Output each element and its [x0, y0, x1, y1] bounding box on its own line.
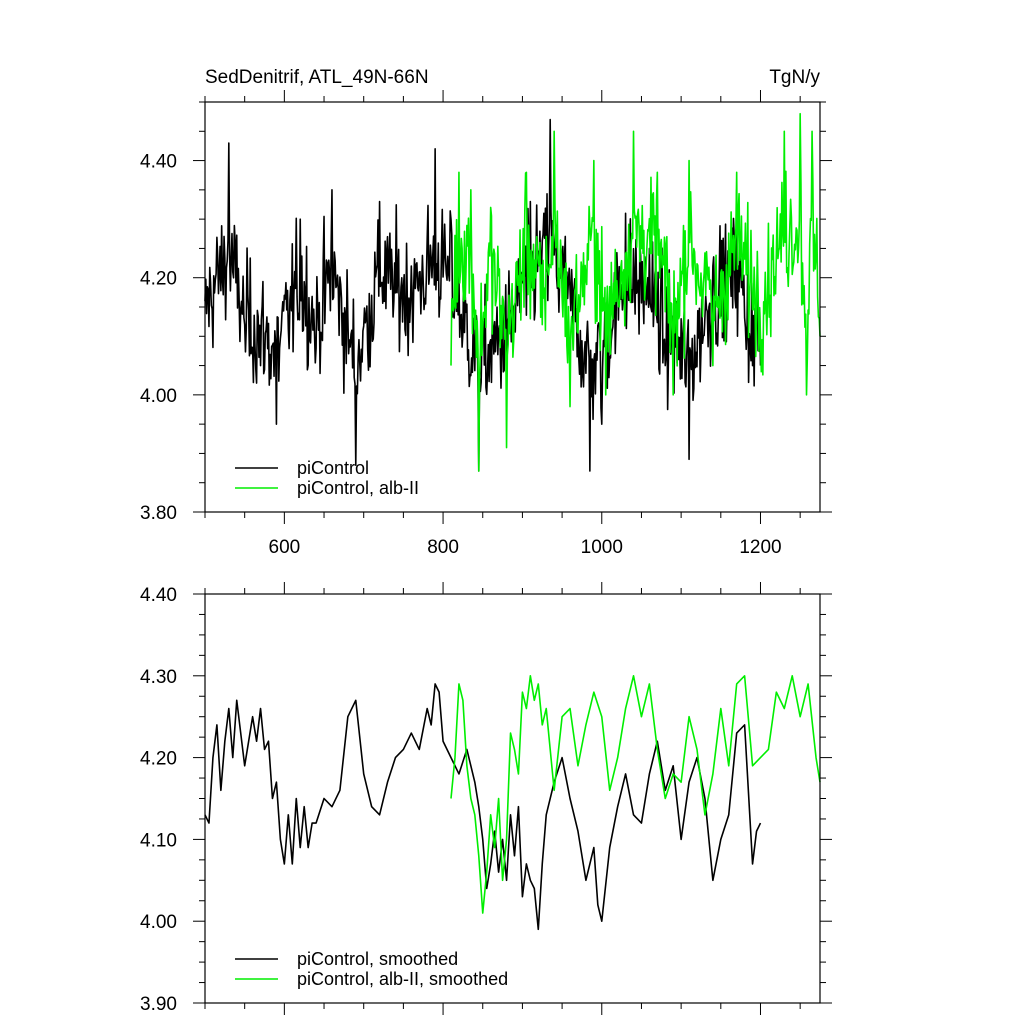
y-tick-label: 3.90: [140, 994, 177, 1015]
y-tick-label: 4.40: [140, 152, 177, 173]
x-tick-label: 800: [427, 537, 459, 558]
y-tick-label: 4.10: [140, 830, 177, 851]
plot-frame: [204, 593, 821, 1004]
x-tick-label: 1200: [739, 537, 781, 558]
y-tick-label: 4.00: [140, 912, 177, 933]
legend-label: piControl, alb-II, smoothed: [297, 969, 508, 989]
series-line-picontrol: [204, 683, 762, 931]
y-tick-label: 4.20: [140, 269, 177, 290]
y-tick-label: 3.80: [140, 503, 177, 524]
series-line-picontrol-alb-ii: [450, 112, 821, 472]
series-line-picontrol-alb-ii: [450, 675, 821, 914]
legend-label: piControl, alb-II: [297, 478, 419, 498]
legend-label: piControl: [297, 458, 369, 478]
chart-title: SedDenitrif, ATL_49N-66N: [205, 67, 429, 88]
x-tick-label: 600: [269, 537, 301, 558]
y-tick-label: 4.30: [140, 667, 177, 688]
units-label: TgN/y: [769, 67, 820, 88]
legend-label: piControl, smoothed: [297, 949, 458, 969]
y-tick-label: 4.40: [140, 585, 177, 606]
y-tick-label: 4.20: [140, 749, 177, 770]
x-tick-label: 1000: [581, 537, 623, 558]
y-tick-label: 4.00: [140, 386, 177, 407]
